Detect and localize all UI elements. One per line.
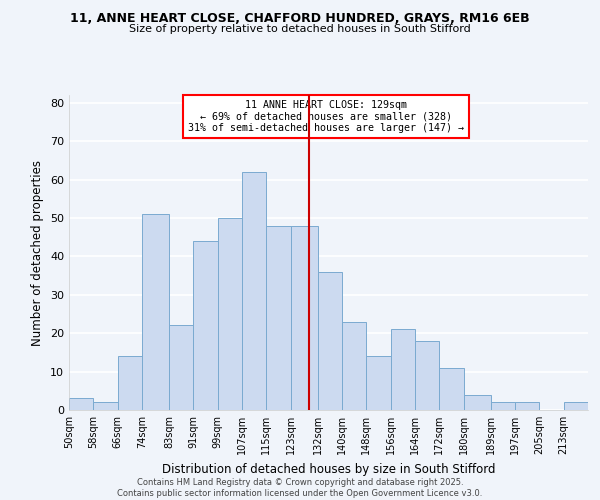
Bar	[93, 402, 118, 410]
Bar	[415, 341, 439, 410]
Bar	[266, 226, 290, 410]
Bar	[69, 398, 93, 410]
Bar	[169, 326, 193, 410]
Bar	[242, 172, 266, 410]
Bar	[290, 226, 318, 410]
Bar	[342, 322, 367, 410]
Bar	[564, 402, 588, 410]
Bar	[193, 241, 218, 410]
Text: 11, ANNE HEART CLOSE, CHAFFORD HUNDRED, GRAYS, RM16 6EB: 11, ANNE HEART CLOSE, CHAFFORD HUNDRED, …	[70, 12, 530, 26]
Bar	[464, 394, 491, 410]
X-axis label: Distribution of detached houses by size in South Stifford: Distribution of detached houses by size …	[162, 462, 495, 475]
Bar	[118, 356, 142, 410]
Text: Size of property relative to detached houses in South Stifford: Size of property relative to detached ho…	[129, 24, 471, 34]
Bar	[439, 368, 464, 410]
Text: Contains HM Land Registry data © Crown copyright and database right 2025.
Contai: Contains HM Land Registry data © Crown c…	[118, 478, 482, 498]
Bar	[318, 272, 342, 410]
Bar	[142, 214, 169, 410]
Bar	[391, 330, 415, 410]
Bar	[491, 402, 515, 410]
Bar	[367, 356, 391, 410]
Bar	[218, 218, 242, 410]
Text: 11 ANNE HEART CLOSE: 129sqm
← 69% of detached houses are smaller (328)
31% of se: 11 ANNE HEART CLOSE: 129sqm ← 69% of det…	[188, 100, 464, 133]
Y-axis label: Number of detached properties: Number of detached properties	[31, 160, 44, 346]
Bar	[515, 402, 539, 410]
